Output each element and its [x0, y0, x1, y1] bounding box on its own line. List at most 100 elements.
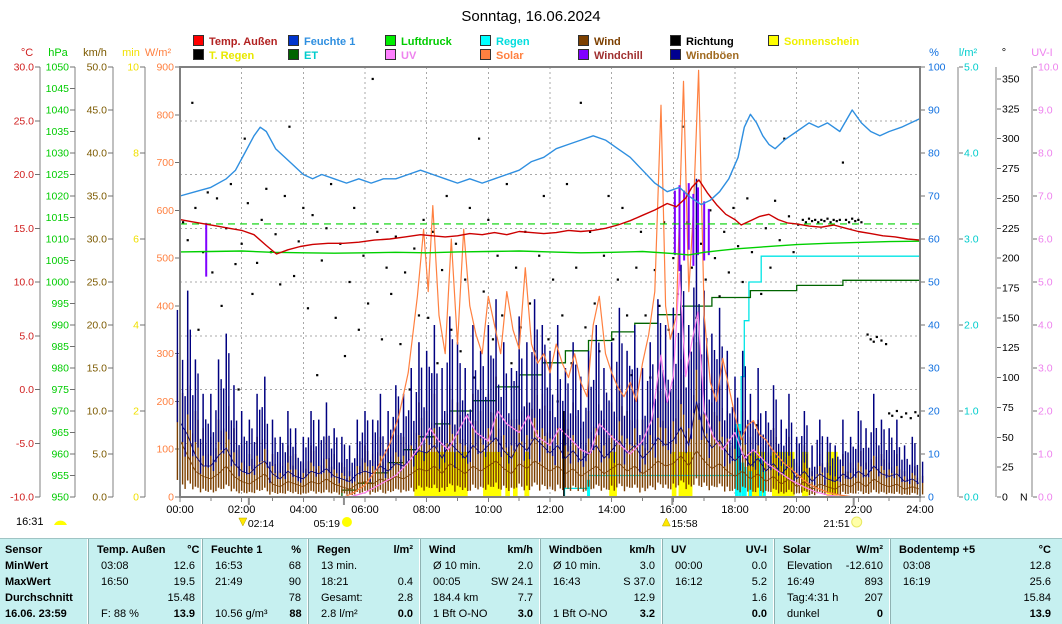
event-time-label: 02:14 — [248, 518, 274, 530]
direction-dot — [510, 362, 513, 365]
axis-header-uvi: UV-I — [1031, 47, 1052, 59]
table-sensor-name: Temp. Außen — [97, 544, 166, 556]
table-row: 16:53 68 — [203, 558, 308, 574]
direction-dot — [246, 202, 249, 205]
series-feuchte-1 — [179, 109, 921, 206]
direction-dot — [191, 101, 194, 104]
axis-tick-label: 2.0 — [1038, 406, 1053, 418]
table-cell-text: 16:50 — [101, 576, 129, 588]
axis-tick-label: -5.0 — [16, 438, 34, 450]
legend-item-solar: Solar — [480, 49, 524, 62]
x-axis-label: 22:00 — [845, 504, 873, 516]
direction-dot — [265, 187, 268, 190]
moon-set-icon — [238, 517, 248, 527]
axis-tick-label: 10.0 — [14, 277, 35, 289]
direction-dot — [607, 194, 610, 198]
table-row: 1.6 — [663, 590, 774, 606]
table-sensor-column: Sensor MinWert MaxWert Durchschnitt 16.06. 2… — [0, 539, 88, 624]
table-cell-text: 1 Bft O-NO — [553, 608, 608, 620]
direction-dot — [709, 209, 712, 212]
table-cell-text: 16:19 — [903, 576, 931, 588]
legend-color-swatch-icon — [768, 35, 779, 46]
table-cell-text: 16:12 — [675, 576, 703, 588]
axis-tick-label: 1025 — [46, 169, 70, 181]
axis-tick-label: 90 — [928, 105, 940, 117]
axis-tick-label: 10.0 — [1038, 62, 1059, 74]
x-axis-label: 10:00 — [475, 504, 503, 516]
direction-dot — [390, 292, 393, 296]
direction-dot — [625, 314, 629, 317]
table-cell-value: 12.8 — [1029, 560, 1051, 572]
direction-dot — [760, 292, 763, 296]
axis-tick-label: 30.0 — [87, 234, 108, 246]
direction-dot — [741, 280, 744, 284]
direction-dot — [787, 215, 791, 218]
axis-tick-label: 1005 — [46, 255, 70, 267]
sun-dome-icon — [54, 520, 67, 525]
table-column-temp-au-en: Temp. Außen °C 03:08 12.6 16:50 19.5 15.48 F: 8… — [88, 539, 202, 624]
table-sensor-name: Feuchte 1 — [211, 544, 263, 556]
direction-dot — [750, 251, 754, 254]
axis-tick-label: 5.0 — [92, 449, 107, 461]
axis-tick-label: 1.0 — [1038, 449, 1053, 461]
direction-dot — [778, 239, 781, 242]
axis-tick-label: 325 — [1002, 103, 1020, 115]
direction-dot — [621, 206, 624, 210]
table-header-row: Solar W/m² — [775, 542, 890, 558]
table-row: 16.06. 23:59 — [0, 606, 88, 622]
table-row: dunkel 0 — [775, 606, 890, 622]
direction-dot — [866, 333, 869, 336]
direction-dot — [639, 230, 643, 233]
x-axis-label: 20:00 — [783, 504, 811, 516]
x-axis-label: 00:00 — [166, 504, 194, 516]
series-solar — [344, 69, 854, 498]
axis-tick-label: 1015 — [46, 212, 70, 224]
table-cell-value: 68 — [288, 560, 301, 572]
axis-tick-label: 100 — [928, 62, 946, 74]
direction-dot — [251, 292, 254, 296]
direction-dot — [325, 227, 328, 230]
table-cell-value: 0.0 — [751, 560, 767, 572]
direction-dot — [302, 206, 305, 210]
table-row: Ø 10 min. 3.0 — [541, 558, 662, 574]
table-column-wind: Wind km/h Ø 10 min. 2.0 00:05 SW 24.1 184.4 km… — [420, 539, 540, 624]
direction-dot — [394, 235, 397, 238]
table-row: 12.9 — [541, 590, 662, 606]
direction-dot — [602, 254, 606, 257]
axis-header-Wm2: W/m² — [145, 47, 172, 59]
axis-tick-label: 45.0 — [87, 105, 108, 117]
legend-item-luftdruck: Luftdruck — [385, 35, 452, 48]
direction-dot — [612, 338, 615, 341]
direction-dot — [181, 221, 185, 224]
axis-tick-label: 1040 — [46, 105, 70, 117]
legend-color-swatch-icon — [670, 49, 681, 60]
axis-tick-label: 8.0 — [1038, 148, 1053, 160]
direction-dot — [561, 314, 564, 317]
axis-header-degC: °C — [21, 47, 33, 59]
direction-dot — [215, 197, 219, 200]
table-row: 1 Bft O-NO 3.2 — [541, 606, 662, 622]
legend-item-label: Wind — [594, 36, 621, 48]
table-cell-text: 03:08 — [903, 560, 931, 572]
direction-dot — [551, 278, 555, 281]
direction-dot — [316, 374, 319, 377]
table-cell-text — [663, 606, 733, 622]
axis-tick-label: 20.0 — [87, 320, 108, 332]
axis-tick-label: 40.0 — [87, 148, 108, 160]
axis-tick-label: 35.0 — [87, 191, 108, 203]
axis-tick-label: 985 — [51, 341, 69, 353]
axis-tick-label: 250 — [1002, 193, 1020, 205]
direction-dot — [817, 221, 820, 224]
axis-tick-label: 960 — [51, 449, 69, 461]
table-row: 00:00 0.0 — [663, 558, 774, 574]
table-row: 03:08 12.6 — [89, 558, 202, 574]
direction-dot — [385, 266, 388, 269]
direction-dot — [851, 217, 854, 220]
direction-dot — [234, 262, 237, 266]
table-cell-text: 21:49 — [215, 576, 243, 588]
table-row: 13 min. — [309, 558, 420, 574]
legend-item-label: Windchill — [594, 50, 643, 62]
direction-dot — [297, 240, 300, 243]
table-column-windb-en: Windböen km/h Ø 10 min. 3.0 16:43 S 37.0 12.9 1… — [540, 539, 662, 624]
direction-dot — [353, 206, 356, 210]
